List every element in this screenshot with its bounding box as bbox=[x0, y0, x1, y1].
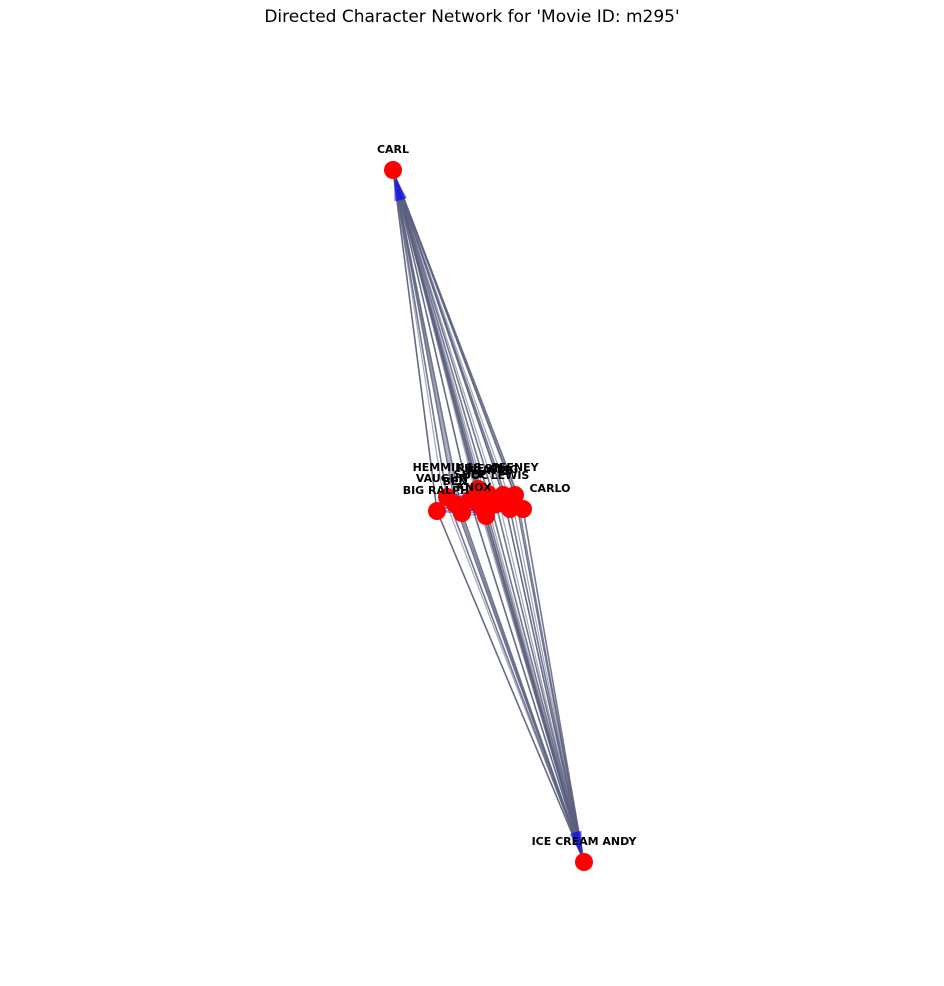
node-carlo bbox=[514, 500, 532, 518]
arrow-head bbox=[395, 178, 403, 201]
arrow-head bbox=[574, 831, 583, 854]
node-carl bbox=[384, 161, 402, 179]
arrow-head bbox=[395, 178, 406, 201]
node-lewis bbox=[501, 500, 519, 518]
arrow-head bbox=[396, 178, 407, 201]
arrow-head bbox=[393, 178, 400, 202]
node-ben bbox=[446, 495, 464, 513]
arrow-head bbox=[570, 831, 582, 854]
arrow-head bbox=[394, 178, 402, 202]
edge-layer bbox=[392, 169, 585, 863]
node-grig bbox=[494, 486, 512, 504]
edge bbox=[392, 169, 480, 507]
arrow-layer bbox=[393, 178, 583, 854]
edge bbox=[456, 504, 585, 863]
arrow-head bbox=[569, 832, 581, 854]
arrow-head bbox=[572, 831, 582, 854]
edge bbox=[392, 169, 515, 512]
node-label-carl: CARL bbox=[377, 143, 409, 156]
node-label-ice-cream-andy: ICE CREAM ANDY bbox=[532, 835, 638, 848]
edge bbox=[478, 505, 585, 863]
edge bbox=[392, 169, 520, 508]
node-label-carlo: CARLO bbox=[529, 482, 570, 495]
arrow-head bbox=[396, 178, 407, 201]
edge bbox=[392, 169, 438, 512]
arrow-head bbox=[575, 830, 583, 854]
arrow-head bbox=[573, 831, 582, 854]
arrow-head bbox=[572, 831, 582, 854]
edge bbox=[513, 510, 585, 863]
edge bbox=[392, 169, 501, 507]
node-label-vaughn: VAUGHN bbox=[416, 472, 468, 485]
edge bbox=[436, 510, 585, 863]
arrow-head bbox=[395, 178, 405, 201]
edge bbox=[392, 169, 458, 506]
node-layer bbox=[384, 161, 593, 871]
chart-title: Directed Character Network for 'Movie ID… bbox=[264, 7, 680, 27]
node-label-priest: PRIEST bbox=[456, 462, 500, 475]
node-label-big-ralph: BIG RALPH bbox=[403, 484, 470, 497]
node-big-ralph bbox=[428, 502, 446, 520]
arrow-head bbox=[395, 178, 404, 201]
arrow-head bbox=[395, 178, 406, 201]
arrow-head bbox=[395, 178, 406, 201]
edge bbox=[469, 499, 585, 863]
node-label-grig: GRIG bbox=[488, 463, 519, 476]
node-label-travis: TRAVIS bbox=[466, 464, 510, 477]
arrow-head bbox=[395, 178, 404, 201]
arrow-head bbox=[575, 830, 583, 854]
node-label-lewis: LEWIS bbox=[491, 469, 530, 482]
edge bbox=[499, 505, 585, 863]
node-label-feeney: FEENEY bbox=[491, 461, 539, 474]
arrow-head bbox=[394, 178, 403, 201]
arrow-head bbox=[570, 831, 581, 854]
node-label-knox: KNOX bbox=[456, 481, 492, 494]
arrow-head bbox=[395, 178, 404, 201]
node-ice-cream-andy bbox=[575, 853, 593, 871]
arrow-head bbox=[573, 831, 582, 854]
node-label-lt: LT bbox=[500, 465, 513, 478]
edge bbox=[442, 494, 585, 863]
arrow-head bbox=[574, 831, 583, 854]
node-doc bbox=[472, 498, 490, 516]
arrow-head bbox=[394, 178, 402, 202]
edge bbox=[502, 494, 585, 863]
edge bbox=[392, 169, 448, 498]
node-label-doc: DOC bbox=[462, 469, 489, 482]
edge bbox=[392, 169, 444, 496]
edge bbox=[392, 169, 504, 496]
node-label-hemmings: HEMMINGS bbox=[413, 461, 482, 474]
arrow-head bbox=[570, 831, 581, 854]
node-label-ben: BEN bbox=[442, 475, 467, 488]
arrow-head bbox=[572, 831, 582, 854]
node-label-shep: SHEP bbox=[454, 468, 487, 481]
edge bbox=[392, 169, 471, 501]
arrow-head bbox=[571, 831, 582, 854]
edge bbox=[518, 506, 585, 863]
